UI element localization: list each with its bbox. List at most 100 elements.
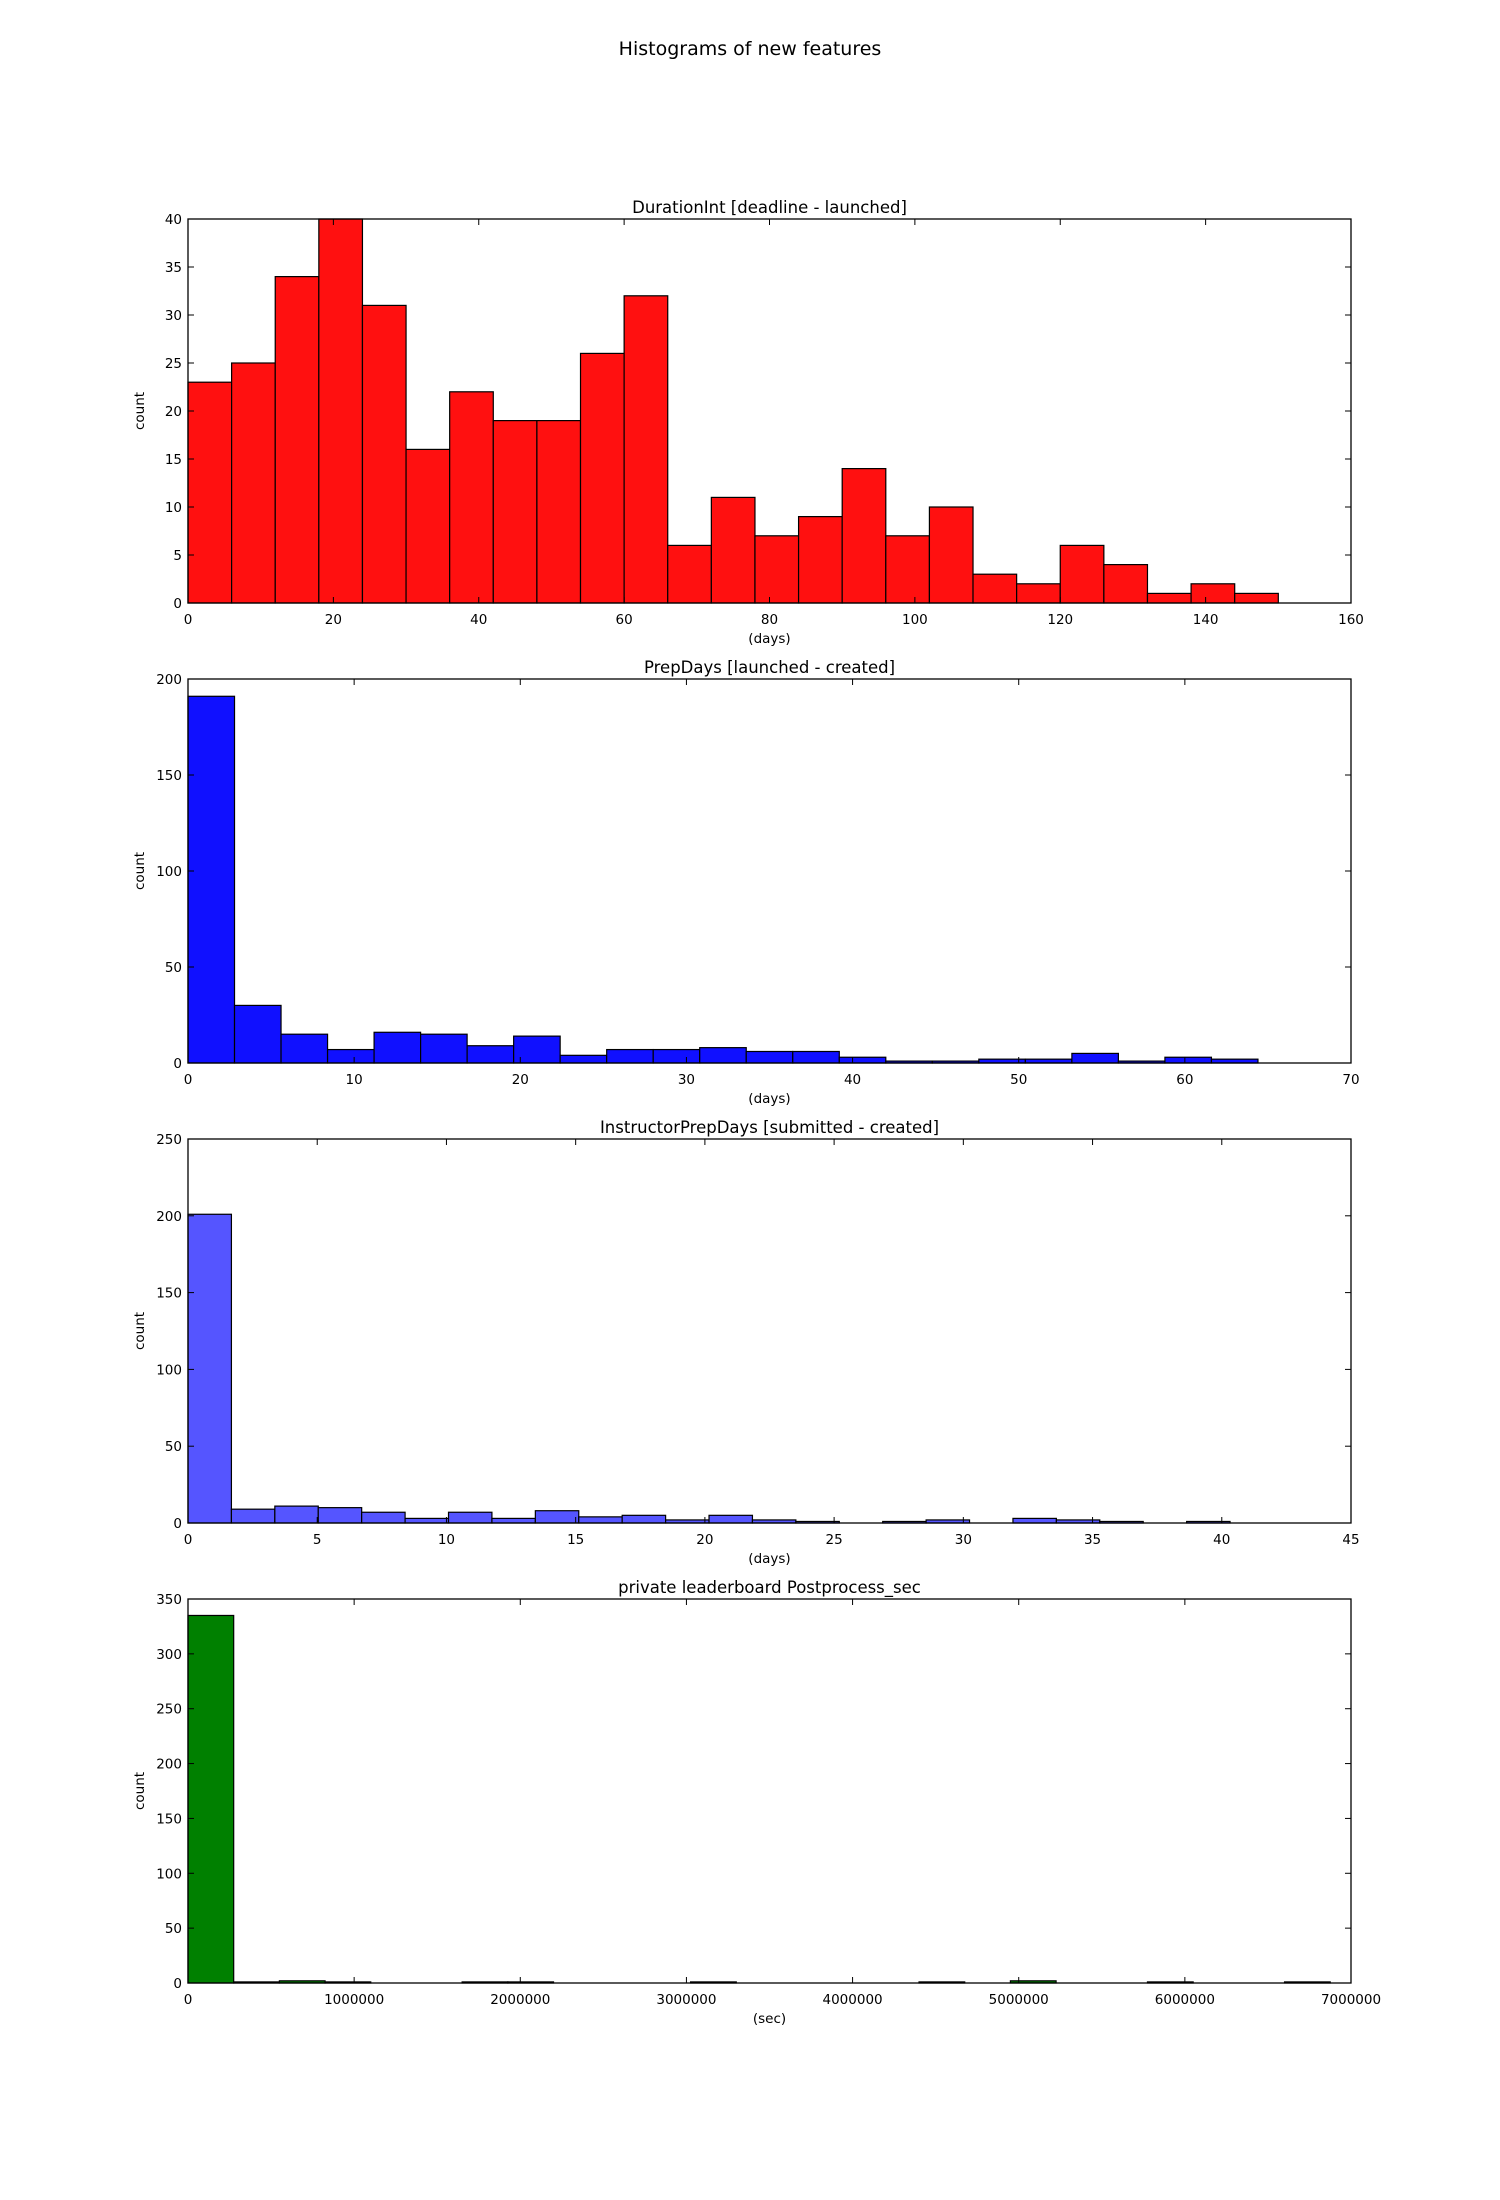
x-tick-label: 4000000 xyxy=(823,1992,883,2008)
y-tick-label: 35 xyxy=(165,260,182,276)
histogram-bar xyxy=(536,420,582,604)
x-tick-label: 35 xyxy=(1084,1532,1101,1548)
x-axis-label: (days) xyxy=(748,1551,790,1567)
histogram-bar xyxy=(420,1033,468,1064)
histogram-bar xyxy=(1071,1052,1120,1064)
x-tick-label: 120 xyxy=(1047,612,1073,628)
y-tick-label: 150 xyxy=(156,1286,182,1302)
x-tick-label: 0 xyxy=(184,1072,193,1088)
y-axis-label: count xyxy=(132,1772,148,1810)
histogram-bar xyxy=(838,1056,887,1064)
histogram-bar xyxy=(1164,1056,1213,1064)
panel-title: PrepDays [launched - created] xyxy=(644,658,895,677)
y-tick-label: 0 xyxy=(173,1976,182,1992)
histogram-bar xyxy=(230,1508,276,1524)
histogram-bar xyxy=(361,1511,406,1524)
histogram-panel-3: 0 5 10 15 20 25 30 35 40 45 0 50 100 150 200 250 Instruc… xyxy=(132,1118,1360,1567)
x-tick-label: 10 xyxy=(346,1072,363,1088)
x-tick-label: 30 xyxy=(678,1072,695,1088)
histogram-bar xyxy=(274,1505,319,1524)
histogram-bar xyxy=(972,573,1018,604)
histogram-bar xyxy=(466,1045,515,1064)
y-axis-label: count xyxy=(132,852,148,890)
y-tick-label: 100 xyxy=(156,864,182,880)
x-axis-label: (days) xyxy=(748,631,790,647)
y-tick-label: 300 xyxy=(156,1647,182,1663)
y-tick-label: 10 xyxy=(165,500,182,516)
x-tick-label: 80 xyxy=(761,612,778,628)
histogram-bar xyxy=(708,1514,754,1524)
y-tick-label: 200 xyxy=(156,1209,182,1225)
histogram-panel-1: 0 20 40 60 80 100 120 140 160 0 5 10 15 20 25 30 35 40 Dur… xyxy=(132,198,1364,647)
histogram-panel-4: 0 1000000 2000000 3000000 4000000 5000000 6000… xyxy=(132,1578,1381,2027)
y-tick-label: 150 xyxy=(156,768,182,784)
histogram-bar xyxy=(1012,1517,1057,1524)
histogram-bar xyxy=(710,496,756,604)
histogram-bar xyxy=(187,1614,235,1984)
histogram-bar xyxy=(559,1054,608,1064)
y-tick-label: 200 xyxy=(156,672,182,688)
histogram-bar xyxy=(797,515,843,604)
histogram-bar xyxy=(579,352,625,604)
histogram-bar xyxy=(667,544,712,604)
plot-frame xyxy=(187,1598,1352,1984)
histogram-bar xyxy=(1190,583,1236,604)
y-tick-label: 40 xyxy=(165,212,182,228)
histogram-bar xyxy=(623,295,669,604)
x-tick-label: 25 xyxy=(826,1532,843,1548)
histogram-bar xyxy=(491,1517,536,1524)
histogram-bar xyxy=(745,1050,794,1064)
y-tick-label: 30 xyxy=(165,308,182,324)
histogram-bar xyxy=(1146,592,1192,604)
histogram-bar xyxy=(233,1004,282,1064)
x-tick-label: 100 xyxy=(902,612,928,628)
y-tick-label: 100 xyxy=(156,1362,182,1378)
histogram-bar xyxy=(404,1517,450,1524)
x-tick-label: 60 xyxy=(616,612,633,628)
x-tick-label: 60 xyxy=(1176,1072,1193,1088)
y-tick-label: 15 xyxy=(165,452,182,468)
histogram-bar xyxy=(754,535,800,604)
histogram-bar xyxy=(326,1048,375,1064)
histogram-bar xyxy=(513,1035,561,1064)
panel-title: InstructorPrepDays [submitted - created] xyxy=(600,1118,939,1137)
x-tick-label: 140 xyxy=(1193,612,1219,628)
panel-title: DurationInt [deadline - launched] xyxy=(632,198,907,217)
plot-frame xyxy=(187,678,1352,1064)
histogram-bar xyxy=(621,1514,667,1524)
histogram-bar xyxy=(578,1516,623,1524)
histogram-bar xyxy=(361,304,407,604)
x-tick-label: 10 xyxy=(438,1532,455,1548)
histogram-bar xyxy=(792,1050,840,1064)
histogram-bar xyxy=(274,276,320,604)
histogram-bar xyxy=(449,391,494,604)
y-tick-label: 25 xyxy=(165,356,182,372)
x-tick-label: 5 xyxy=(313,1532,322,1548)
histogram-bar xyxy=(1059,544,1105,604)
histogram-bar xyxy=(1016,583,1061,604)
histogram-bar xyxy=(373,1031,422,1064)
histogram-bar xyxy=(699,1047,747,1064)
histogram-bar xyxy=(280,1033,329,1064)
histogram-bar xyxy=(187,695,236,1064)
histogram-bar xyxy=(885,535,931,604)
histogram-bar xyxy=(187,1213,233,1524)
histogram-bar xyxy=(928,506,974,604)
y-tick-label: 250 xyxy=(156,1132,182,1148)
plot-frame xyxy=(187,1138,1352,1524)
histogram-bar xyxy=(405,448,451,604)
x-axis-label: (days) xyxy=(748,1091,790,1107)
x-tick-label: 6000000 xyxy=(1155,1992,1215,2008)
x-tick-label: 45 xyxy=(1342,1532,1359,1548)
y-tick-label: 5 xyxy=(173,548,182,564)
y-axis-label: count xyxy=(132,392,148,430)
x-tick-label: 1000000 xyxy=(324,1992,384,2008)
x-tick-label: 20 xyxy=(512,1072,529,1088)
figure-title: Histograms of new features xyxy=(618,38,882,60)
histogram-bar xyxy=(841,468,887,604)
x-tick-label: 70 xyxy=(1342,1072,1359,1088)
histogram-bar xyxy=(652,1048,701,1064)
histogram-bar xyxy=(1103,563,1149,604)
histogram-bar xyxy=(1234,592,1279,604)
y-tick-label: 50 xyxy=(165,1439,182,1455)
